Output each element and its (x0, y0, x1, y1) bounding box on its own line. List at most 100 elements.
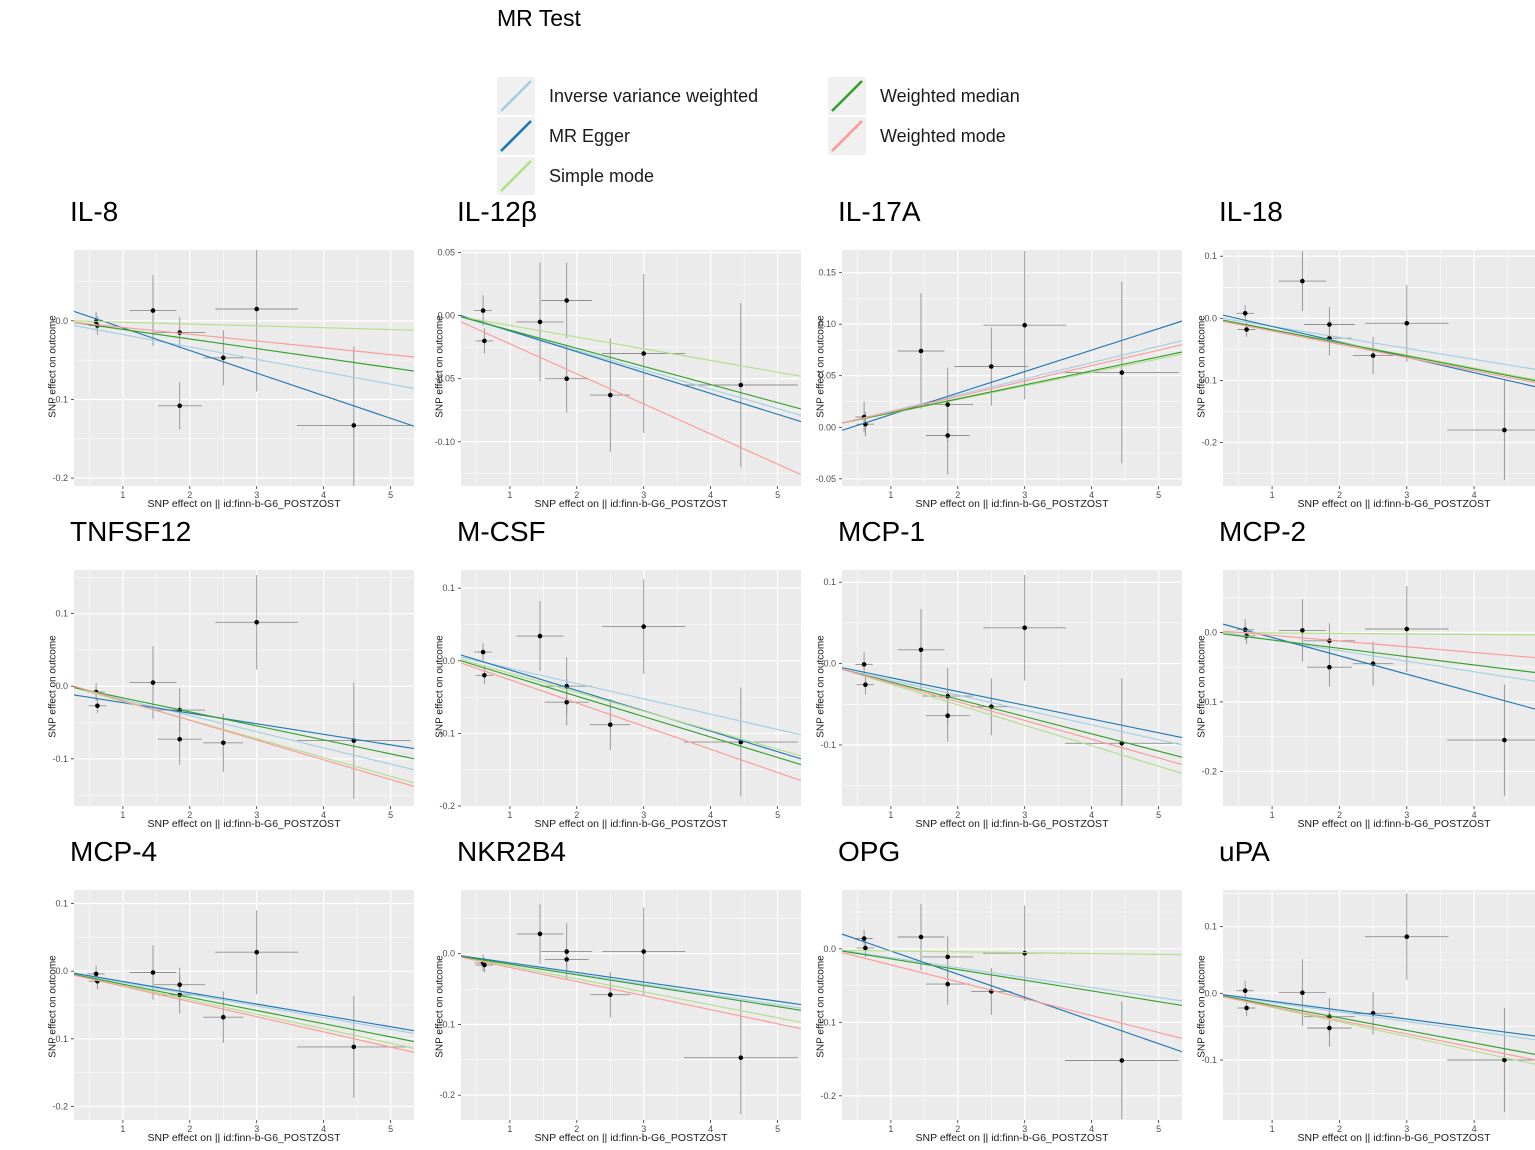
y-axis-label: SNP effect on outcome (47, 635, 59, 738)
panel-title: IL-12β (457, 196, 537, 227)
line-swatch-icon (828, 117, 866, 155)
svg-text:4: 4 (708, 810, 713, 820)
panel-title: MCP-1 (838, 516, 926, 547)
panel-title: MCP-2 (1219, 516, 1307, 547)
svg-text:-0.1: -0.1 (820, 740, 836, 750)
svg-text:5: 5 (775, 1124, 780, 1134)
y-axis-label: SNP effect on outcome (815, 635, 827, 738)
svg-text:1: 1 (507, 490, 512, 500)
legend-label: Weighted median (880, 85, 1020, 106)
svg-text:-0.2: -0.2 (52, 473, 68, 483)
svg-text:1: 1 (120, 1124, 125, 1134)
legend-label: Simple mode (549, 165, 655, 186)
mr-scatter-panel: 1 2 3 4 5 0.1 0.0 -0.1 TNFSF12 SNP effect on ou… (42, 516, 422, 836)
mr-scatter-panel: 1 2 3 4 5 0.1 0.0 -0.1 -0.2 M-CSF SNP effect on … (429, 516, 809, 836)
y-axis-label: SNP effect on outcome (47, 315, 59, 418)
y-axis-label: SNP effect on outcome (434, 635, 446, 738)
svg-text:0.15: 0.15 (818, 268, 836, 278)
svg-text:2: 2 (187, 810, 192, 820)
legend-label: Weighted mode (880, 125, 1006, 146)
svg-text:1: 1 (120, 810, 125, 820)
y-axis-label: SNP effect on outcome (1196, 635, 1208, 738)
panel-title: IL-8 (70, 196, 119, 227)
svg-text:5: 5 (388, 1124, 393, 1134)
svg-text:2: 2 (955, 490, 960, 500)
svg-text:-0.1: -0.1 (52, 754, 68, 764)
svg-text:4: 4 (1089, 810, 1094, 820)
svg-text:2: 2 (1337, 1124, 1342, 1134)
y-axis-label: SNP effect on outcome (434, 955, 446, 1058)
svg-text:-0.05: -0.05 (434, 374, 455, 384)
svg-text:0.1: 0.1 (442, 583, 455, 593)
svg-text:1: 1 (507, 1124, 512, 1134)
svg-text:0.1: 0.1 (1204, 922, 1217, 932)
svg-text:2: 2 (187, 490, 192, 500)
y-axis-label: SNP effect on outcome (815, 315, 827, 418)
svg-text:0.1: 0.1 (55, 609, 68, 619)
svg-text:4: 4 (1472, 810, 1477, 820)
svg-text:1: 1 (1270, 490, 1275, 500)
svg-text:0.0: 0.0 (55, 966, 68, 976)
panel-title: M-CSF (457, 516, 546, 547)
mr-scatter-panel: 1 2 3 4 5 0.0 -0.1 -0.2 NKR2B4 SNP effect on ou… (429, 836, 809, 1150)
svg-text:-0.05: -0.05 (815, 474, 836, 484)
x-axis-label: SNP effect on || id:finn-b-G6_POSTZOST (147, 818, 341, 830)
svg-text:-0.2: -0.2 (439, 1090, 455, 1100)
svg-text:0.1: 0.1 (1204, 251, 1217, 261)
svg-text:-0.1: -0.1 (439, 1020, 455, 1030)
legend-title: MR Test (497, 5, 581, 31)
mr-scatter-panel: 1 2 3 4 5 0.0 -0.1 -0.2 OPG SNP effect on outco… (810, 836, 1190, 1150)
y-axis-label: SNP effect on outcome (1196, 955, 1208, 1058)
mr-scatter-panel: 1 2 3 4 5 0.05 0.00 -0.05 -0.10 IL-12β SNP effec… (429, 196, 809, 516)
mr-scatter-panel: 1 2 3 4 5 0.1 0.0 -0.1 MCP-1 SNP effect on outc… (810, 516, 1190, 836)
y-axis-label: SNP effect on outcome (434, 315, 446, 418)
x-axis-label: SNP effect on || id:finn-b-G6_POSTZOST (1297, 498, 1491, 510)
svg-text:5: 5 (1156, 810, 1161, 820)
svg-text:2: 2 (955, 1124, 960, 1134)
svg-text:5: 5 (1156, 490, 1161, 500)
svg-text:1: 1 (888, 810, 893, 820)
svg-text:5: 5 (388, 490, 393, 500)
legend-item-simple-mode: Simple mode (497, 156, 654, 196)
svg-text:1: 1 (120, 490, 125, 500)
svg-text:3: 3 (641, 490, 646, 500)
mr-scatter-panel: 1 2 3 4 5 0.1 0.0 -0.1 -0.2 MCP-4 SNP effect on … (42, 836, 422, 1150)
svg-text:3: 3 (254, 810, 259, 820)
scatter-plot: 1 2 3 4 5 0.15 0.10 0.05 0.00 -0.05 (815, 250, 1182, 500)
svg-text:3: 3 (1022, 490, 1027, 500)
svg-text:0.0: 0.0 (1204, 628, 1217, 638)
svg-text:2: 2 (574, 490, 579, 500)
scatter-plot: 1 2 3 4 5 0.1 0.0 -0.1 -0.2 (52, 890, 414, 1134)
svg-text:-0.2: -0.2 (52, 1102, 68, 1112)
svg-text:2: 2 (1337, 490, 1342, 500)
svg-text:0.0: 0.0 (823, 944, 836, 954)
svg-text:-0.2: -0.2 (439, 801, 455, 811)
svg-text:-0.10: -0.10 (434, 437, 455, 447)
svg-text:5: 5 (388, 810, 393, 820)
legend-item-ivw: Inverse variance weighted (497, 76, 758, 116)
y-axis-label: SNP effect on outcome (47, 955, 59, 1058)
panel-title: IL-17A (838, 196, 921, 227)
svg-text:3: 3 (1404, 810, 1409, 820)
svg-text:0.0: 0.0 (823, 659, 836, 669)
svg-text:2: 2 (955, 810, 960, 820)
svg-text:2: 2 (1337, 810, 1342, 820)
svg-text:2: 2 (187, 1124, 192, 1134)
x-axis-label: SNP effect on || id:finn-b-G6_POSTZOST (534, 498, 728, 510)
svg-text:3: 3 (1404, 1124, 1409, 1134)
svg-text:-0.1: -0.1 (1201, 375, 1217, 385)
legend-item-weighted-median: Weighted median (828, 76, 1020, 116)
legend-item-egger: MR Egger (497, 116, 630, 156)
svg-text:0.00: 0.00 (437, 311, 455, 321)
svg-text:1: 1 (888, 490, 893, 500)
y-axis-label: SNP effect on outcome (815, 955, 827, 1058)
line-swatch-icon (497, 77, 535, 115)
svg-text:0.05: 0.05 (818, 371, 836, 381)
scatter-plot: 1 2 3 4 5 0.0 -0.1 -0.2 (820, 890, 1182, 1134)
svg-text:0.0: 0.0 (442, 949, 455, 959)
svg-text:0.0: 0.0 (1204, 988, 1217, 998)
mr-scatter-panel: 1 2 3 4 5 0.15 0.10 0.05 0.00 -0.05 IL-17A SNP ef… (810, 196, 1190, 516)
svg-text:4: 4 (708, 1124, 713, 1134)
